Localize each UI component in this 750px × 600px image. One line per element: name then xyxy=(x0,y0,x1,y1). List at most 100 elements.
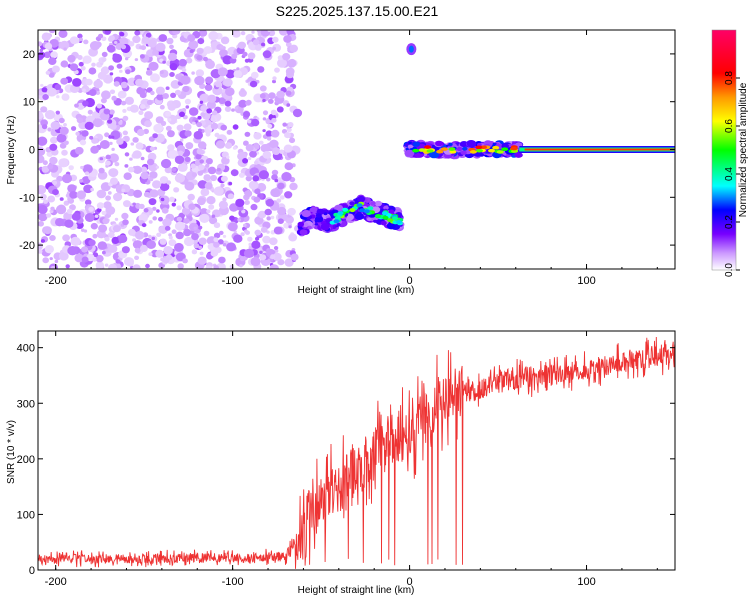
noise-speckle xyxy=(240,232,245,237)
x-tick-label: 100 xyxy=(577,576,595,588)
upper-band-peak xyxy=(424,145,432,149)
upper-band-peak xyxy=(510,146,518,151)
noise-speckle xyxy=(174,221,186,231)
noise-speckle xyxy=(155,165,160,169)
noise-speckle xyxy=(156,93,164,101)
lower-band-cell xyxy=(366,217,372,222)
noise-speckle xyxy=(108,65,114,71)
upper-band-peak xyxy=(449,150,457,154)
noise-speckle xyxy=(191,233,199,241)
noise-speckle xyxy=(278,30,289,36)
noise-speckle xyxy=(149,146,155,151)
noise-speckle xyxy=(177,162,188,172)
noise-speckle xyxy=(176,124,184,131)
noise-speckle xyxy=(220,124,227,131)
noise-speckle xyxy=(67,54,76,63)
noise-speckle xyxy=(40,106,48,113)
noise-speckle xyxy=(133,165,142,174)
noise-speckle xyxy=(42,257,49,264)
noise-speckle xyxy=(224,100,232,107)
lower-band-cell xyxy=(323,212,328,216)
colorbar-frame xyxy=(711,29,737,271)
noise-speckle xyxy=(250,203,258,211)
noise-speckle xyxy=(182,258,188,264)
noise-speckle xyxy=(217,67,228,77)
noise-speckle xyxy=(220,183,225,188)
noise-speckle xyxy=(196,54,203,61)
noise-speckle xyxy=(256,219,261,223)
upper-band-cell xyxy=(435,140,444,147)
noise-speckle xyxy=(111,95,117,101)
noise-speckle xyxy=(121,100,127,106)
noise-speckle xyxy=(191,71,195,75)
noise-speckle xyxy=(277,182,285,190)
noise-speckle xyxy=(74,103,79,108)
noise-speckle xyxy=(81,228,85,232)
noise-speckle xyxy=(290,253,299,261)
noise-speckle xyxy=(63,123,67,127)
noise-speckle xyxy=(191,172,198,178)
noise-speckle xyxy=(66,208,73,215)
upper-band-peak xyxy=(492,145,500,150)
noise-speckle xyxy=(50,121,60,130)
noise-speckle xyxy=(146,49,155,58)
noise-speckle xyxy=(206,209,211,214)
noise-speckle xyxy=(63,47,67,51)
noise-speckle xyxy=(52,189,59,196)
noise-speckle xyxy=(103,201,112,209)
noise-speckle xyxy=(108,263,118,269)
noise-speckle xyxy=(128,41,135,47)
noise-speckle xyxy=(180,75,191,85)
noise-speckle xyxy=(132,240,143,249)
noise-speckle xyxy=(38,204,48,214)
noise-speckle xyxy=(242,158,249,164)
noise-speckle xyxy=(277,55,284,61)
colorbar-tick-label: 0.0 xyxy=(724,263,735,277)
noise-speckle xyxy=(210,174,218,182)
noise-speckle xyxy=(170,80,181,89)
noise-speckle xyxy=(96,202,105,209)
noise-speckle xyxy=(153,123,164,133)
noise-speckle xyxy=(199,251,204,256)
noise-speckle xyxy=(195,153,202,160)
lower-band-peak xyxy=(367,206,374,211)
noise-speckle xyxy=(49,143,58,151)
upper-band-peak xyxy=(436,149,444,154)
noise-speckle xyxy=(97,241,108,250)
noise-speckle xyxy=(130,142,135,146)
noise-speckle xyxy=(96,189,107,199)
x-tick-label: -100 xyxy=(222,576,244,588)
spectrogram-y-ticks: -20 -10 0 10 20 xyxy=(19,49,675,252)
noise-speckle xyxy=(38,212,48,222)
noise-speckle xyxy=(197,115,202,120)
noise-speckle xyxy=(85,78,93,86)
noise-speckle xyxy=(38,147,46,157)
noise-speckle xyxy=(244,200,250,205)
noise-speckle xyxy=(197,256,207,265)
lower-band-peak xyxy=(387,218,394,223)
noise-speckle xyxy=(111,147,115,151)
upper-band-peak xyxy=(440,147,448,151)
noise-speckle xyxy=(178,58,187,67)
noise-speckle xyxy=(233,234,243,243)
noise-speckle xyxy=(274,249,279,253)
noise-speckle xyxy=(262,129,266,133)
noise-speckle xyxy=(252,175,260,182)
noise-speckle xyxy=(209,216,218,225)
noise-speckle xyxy=(259,140,264,145)
noise-speckle xyxy=(160,197,165,202)
noise-speckle xyxy=(183,228,192,237)
spectrogram-y-axis-label: Frequency (Hz) xyxy=(6,116,17,185)
noise-speckle xyxy=(193,243,200,249)
noise-speckle xyxy=(74,253,84,263)
noise-speckle xyxy=(151,236,156,241)
noise-speckle xyxy=(39,48,44,52)
noise-speckle xyxy=(215,82,221,88)
noise-speckle xyxy=(49,156,58,165)
noise-speckle xyxy=(105,160,111,166)
noise-speckle xyxy=(260,226,268,233)
noise-speckle xyxy=(166,180,172,185)
upper-band-peak xyxy=(426,149,434,153)
noise-speckle xyxy=(262,117,267,121)
lower-band-cell xyxy=(315,213,322,218)
